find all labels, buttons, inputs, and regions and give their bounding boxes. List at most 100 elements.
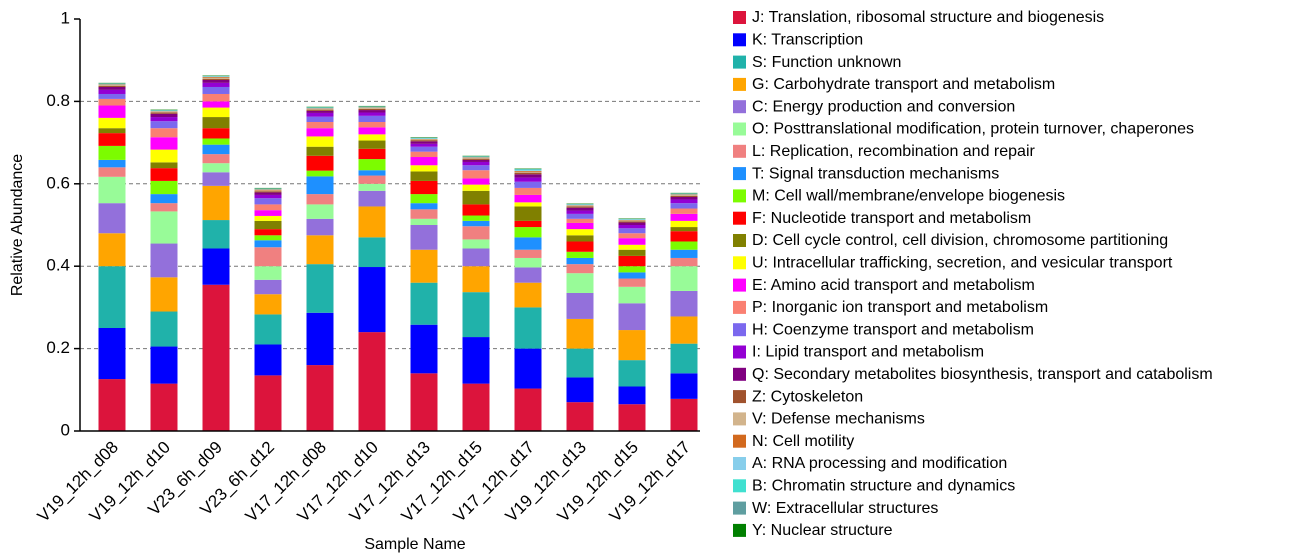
bar-segment [306, 176, 334, 195]
bar-segment [670, 343, 698, 374]
bar-segment [410, 373, 438, 431]
bar-segment [358, 190, 386, 207]
bar-segment [254, 314, 282, 345]
bar-segment [202, 154, 230, 164]
bar-segment [410, 157, 438, 166]
bar-segment [98, 145, 126, 160]
bar-segment [618, 249, 646, 256]
bar-segment [514, 206, 542, 221]
bar-segment [254, 344, 282, 376]
bar-segment [98, 86, 126, 90]
bar-segment [618, 222, 646, 225]
bar-segment [150, 128, 178, 138]
y-tick-label: 0 [61, 420, 70, 439]
legend-label: V: Defense mechanisms [752, 411, 925, 428]
bar-segment [306, 218, 334, 236]
bar-segment [306, 112, 334, 117]
bar-segment [410, 203, 438, 210]
bar-segment [254, 204, 282, 211]
bar-segment [150, 383, 178, 431]
bar-segment [98, 93, 126, 99]
bar-segment [670, 213, 698, 221]
legend-swatch [733, 479, 746, 493]
bar-segment [462, 184, 490, 191]
y-tick-label: 0.2 [46, 338, 70, 357]
bar-segment [514, 307, 542, 349]
bar-segment [306, 146, 334, 156]
bar-segment [566, 241, 594, 252]
legend-swatch [733, 367, 746, 381]
bar-segment [514, 187, 542, 195]
bar-segment [670, 316, 698, 344]
bar-segment [98, 128, 126, 134]
bar-segment [410, 324, 438, 374]
bar-segment [514, 170, 542, 172]
bar-segment [462, 157, 490, 159]
bar-segment [462, 266, 490, 293]
bar-segment [202, 77, 230, 78]
bar-segment [410, 139, 438, 141]
bar-segment [98, 84, 126, 86]
legend-label: M: Cell wall/membrane/envelope biogenesi… [752, 188, 1065, 205]
bar-segment [670, 199, 698, 204]
bar-segment [98, 133, 126, 146]
legend-swatch [733, 189, 746, 203]
bar-segment [150, 162, 178, 169]
bar-segment [202, 172, 230, 186]
bar-segment [462, 158, 490, 160]
bar-segment [566, 292, 594, 319]
y-axis-title: Relative Abundance [9, 154, 26, 296]
bar-segment [670, 196, 698, 200]
bar-segment [150, 346, 178, 384]
bar-segment [514, 220, 542, 228]
bar-segment [514, 181, 542, 188]
bar-segment [254, 190, 282, 192]
legend-label: Y: Nuclear structure [752, 522, 893, 539]
legend-swatch [733, 278, 746, 292]
legend-label: H: Coenzyme transport and metabolism [752, 321, 1034, 338]
bar-segment [670, 194, 698, 196]
bar-segment [514, 257, 542, 268]
bar-segment [462, 292, 490, 338]
bar-segment [306, 194, 334, 205]
bar-segment [202, 284, 230, 431]
legend-swatch [733, 55, 746, 69]
bar-segment [202, 79, 230, 83]
bar-segment [410, 140, 438, 142]
y-tick-label: 0.4 [46, 256, 70, 275]
bar-segment [618, 228, 646, 234]
bar-segment [306, 312, 334, 366]
bar-segment [306, 155, 334, 171]
bar-segment [462, 220, 490, 227]
bar-segment [670, 203, 698, 209]
bar-segment [514, 202, 542, 207]
legend-swatch [733, 256, 746, 270]
legend-label: K: Transcription [752, 32, 863, 49]
bar-segment [566, 222, 594, 230]
bar-segment [410, 165, 438, 172]
bar-segment [98, 85, 126, 87]
bar-segment [254, 191, 282, 193]
legend-label: B: Chromatin structure and dynamics [752, 478, 1015, 495]
bar-segment [254, 194, 282, 199]
bar-segment [618, 221, 646, 223]
bar-segment [150, 180, 178, 195]
bar-segment [618, 360, 646, 387]
bar-segment [306, 170, 334, 177]
legend-swatch [733, 167, 746, 181]
bar-segment [306, 122, 334, 129]
bar-segment [618, 286, 646, 304]
bar-segment [618, 278, 646, 287]
bar-segment [462, 165, 490, 171]
bar-segment [98, 117, 126, 129]
bar-segment [306, 109, 334, 111]
bar-segment [358, 108, 386, 111]
legend-swatch [733, 390, 746, 404]
bar-segment [462, 383, 490, 431]
bar-segment [566, 205, 594, 207]
bar-segment [150, 117, 178, 122]
bar-segment [514, 388, 542, 431]
bar-segment [306, 116, 334, 122]
bar-segment [462, 215, 490, 221]
bar-segment [410, 141, 438, 144]
